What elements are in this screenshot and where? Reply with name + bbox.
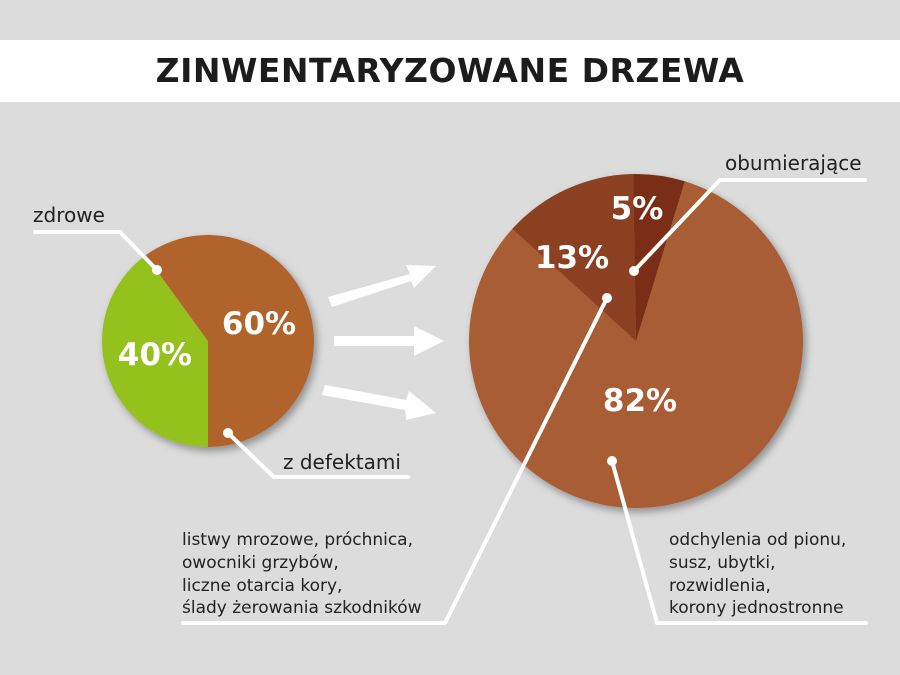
note-deviations-line: odchylenia od pionu,	[669, 530, 846, 550]
value-label-healthy: 40%	[118, 337, 192, 373]
leader-line-deviations	[610, 459, 868, 625]
arrows	[322, 265, 444, 420]
arrow-icon	[334, 326, 444, 356]
note-damage-line: liczne otarcia kory,	[182, 576, 342, 596]
leader-dot	[602, 293, 612, 303]
leader-line-damage	[181, 296, 609, 625]
pie-slice-deviations	[469, 181, 804, 509]
leader-dots	[152, 265, 639, 466]
leader-dot	[152, 265, 162, 275]
pie-slice-dying	[633, 174, 685, 341]
value-label-deviations: 82%	[603, 383, 677, 419]
title-band: ZINWENTARYZOWANE DRZEWA	[0, 40, 900, 102]
note-damage: listwy mrozowe, próchnica, owocniki grzy…	[182, 530, 422, 618]
value-label-defective: 60%	[222, 306, 296, 342]
leader-line-healthy	[33, 230, 159, 272]
pie-slice-healthy	[101, 255, 208, 447]
note-deviations-line: susz, ubytki,	[669, 553, 775, 573]
leader-dot	[607, 456, 617, 466]
leader-line-defective	[226, 431, 410, 479]
leader-lines	[33, 178, 868, 625]
note-damage-line: listwy mrozowe, próchnica,	[182, 530, 413, 550]
note-deviations-line: rozwidlenia,	[669, 576, 771, 596]
value-label-damage: 13%	[535, 240, 609, 276]
leader-line-dying	[632, 178, 867, 273]
pie-overview	[101, 235, 314, 447]
label-dying: obumierające	[725, 151, 862, 175]
value-label-dying: 5%	[611, 191, 664, 227]
label-healthy: zdrowe	[33, 203, 105, 227]
arrow-icon	[328, 265, 436, 307]
label-defective: z defektami	[283, 450, 401, 474]
leader-dot	[629, 266, 639, 276]
chart-title: ZINWENTARYZOWANE DRZEWA	[155, 51, 745, 90]
note-damage-line: ślady żerowania szkodników	[182, 598, 422, 618]
arrow-icon	[322, 385, 436, 420]
note-deviations-line: korony jednostronne	[669, 598, 844, 618]
note-deviations: odchylenia od pionu, susz, ubytki, rozwi…	[669, 530, 846, 618]
leader-dot	[223, 428, 233, 438]
pie-slice-defective	[145, 235, 314, 447]
note-damage-line: owocniki grzybów,	[182, 553, 339, 573]
